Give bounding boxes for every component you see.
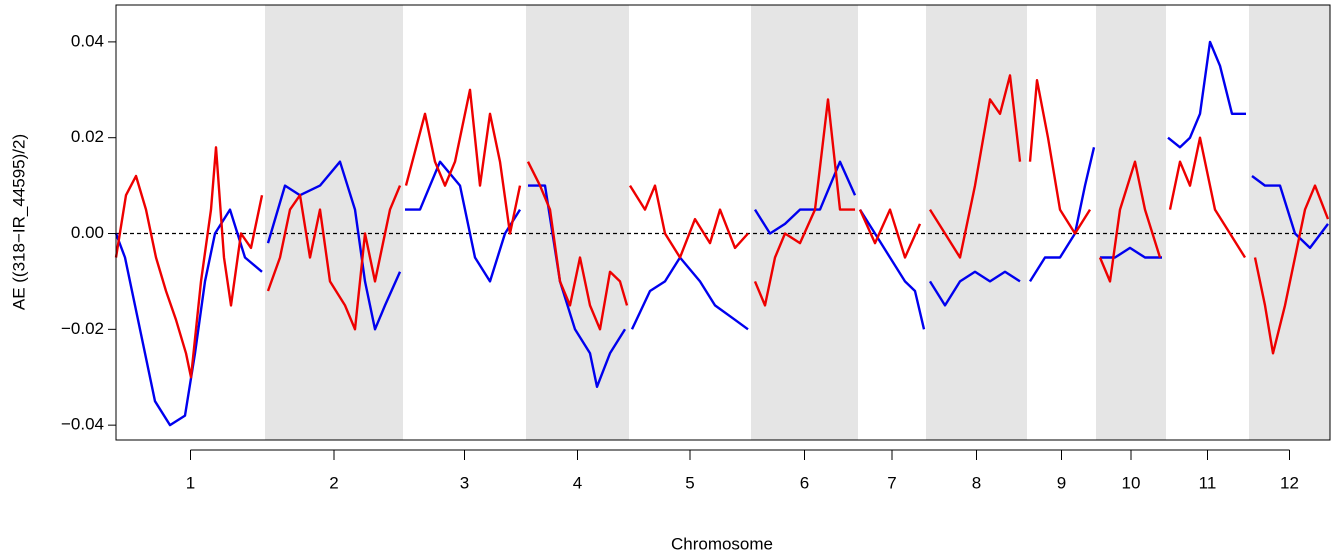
chromosome-band bbox=[1249, 5, 1330, 440]
chromosome-band bbox=[526, 5, 629, 440]
series-line bbox=[114, 74, 1330, 379]
x-tick-label: 10 bbox=[1122, 473, 1141, 492]
y-tick-label: 0.02 bbox=[71, 127, 104, 146]
x-tick-label: 11 bbox=[1199, 473, 1217, 492]
y-tick-label: 0.00 bbox=[71, 223, 104, 242]
x-tick-label: 6 bbox=[800, 473, 809, 492]
x-tick-label: 3 bbox=[460, 473, 469, 492]
x-tick-label: 1 bbox=[186, 473, 195, 492]
x-tick-label: 12 bbox=[1280, 473, 1299, 492]
chromosome-band bbox=[1096, 5, 1166, 440]
y-tick-label: −0.02 bbox=[61, 319, 104, 338]
x-tick-label: 7 bbox=[887, 473, 896, 492]
chromosome-band bbox=[751, 5, 858, 440]
x-tick-label: 2 bbox=[329, 473, 338, 492]
plot-frame bbox=[115, 4, 1331, 441]
x-tick-label: 5 bbox=[685, 473, 694, 492]
y-tick-label: −0.04 bbox=[61, 415, 104, 434]
y-tick-label: 0.04 bbox=[71, 31, 104, 50]
y-axis-label: AE ((318−IR_44595)/2) bbox=[9, 134, 28, 310]
series-line bbox=[114, 40, 1329, 427]
chromosome-band bbox=[265, 5, 403, 440]
x-axis-label: Chromosome bbox=[671, 534, 773, 553]
chromosome-band bbox=[926, 5, 1027, 440]
plot-area bbox=[114, 40, 1330, 427]
x-tick-label: 9 bbox=[1057, 473, 1066, 492]
x-tick-label: 4 bbox=[573, 473, 582, 492]
bands bbox=[265, 5, 1330, 440]
x-tick-label: 8 bbox=[972, 473, 981, 492]
